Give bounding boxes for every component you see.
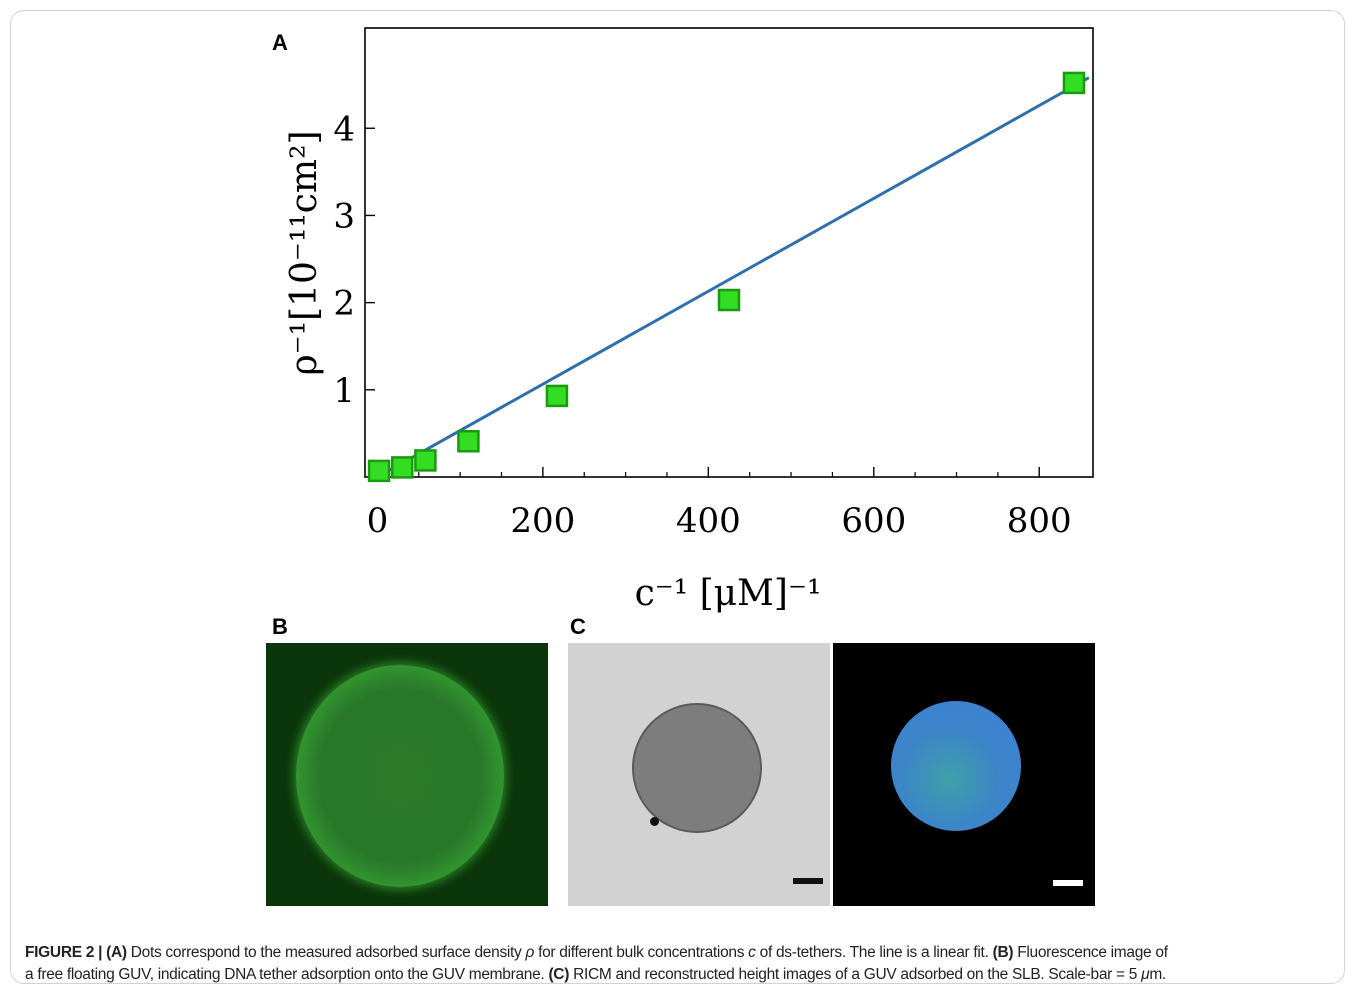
panel-label-c: C — [570, 614, 586, 639]
data-point — [367, 459, 391, 483]
data-point — [717, 288, 741, 312]
x-tick-label: 800 — [1007, 501, 1072, 541]
x-tick-label: 0 — [367, 501, 389, 541]
data-point — [457, 430, 480, 453]
linear-fit-line — [376, 76, 1090, 479]
x-tick-label: 400 — [676, 501, 741, 541]
y-tick-label: 3 — [333, 196, 355, 236]
data-point — [414, 449, 437, 472]
y-tick-label: 4 — [333, 109, 355, 149]
x-axis-label: c⁻¹ [μM]⁻¹ — [635, 573, 822, 614]
scatter-chart: 0 200 400 600 800 1 2 3 4 c⁻¹ [μM]⁻¹ ρ⁻¹[10⁻¹¹c… — [284, 27, 1094, 614]
reconstructed-height-image — [833, 643, 1095, 906]
y-axis-label: ρ⁻¹[10⁻¹¹cm²] — [284, 130, 325, 375]
panel-label-a: A — [272, 30, 288, 55]
ricm-image — [568, 643, 830, 906]
fluorescence-guv-image — [266, 643, 548, 906]
x-tick-label: 200 — [510, 501, 575, 541]
plot-frame — [364, 27, 1094, 478]
figure-caption: FIGURE 2 | (A) Dots correspond to the me… — [25, 944, 1168, 983]
y-tick-label: 2 — [333, 284, 355, 324]
panel-label-b: B — [272, 614, 288, 639]
y-tick-label: 1 — [333, 371, 355, 411]
x-tick-label: 600 — [841, 501, 906, 541]
scale-bar-ricm — [793, 878, 823, 884]
data-point — [1062, 71, 1086, 95]
data-point — [390, 456, 414, 479]
scale-bar-height — [1053, 880, 1083, 886]
data-point — [545, 384, 569, 408]
